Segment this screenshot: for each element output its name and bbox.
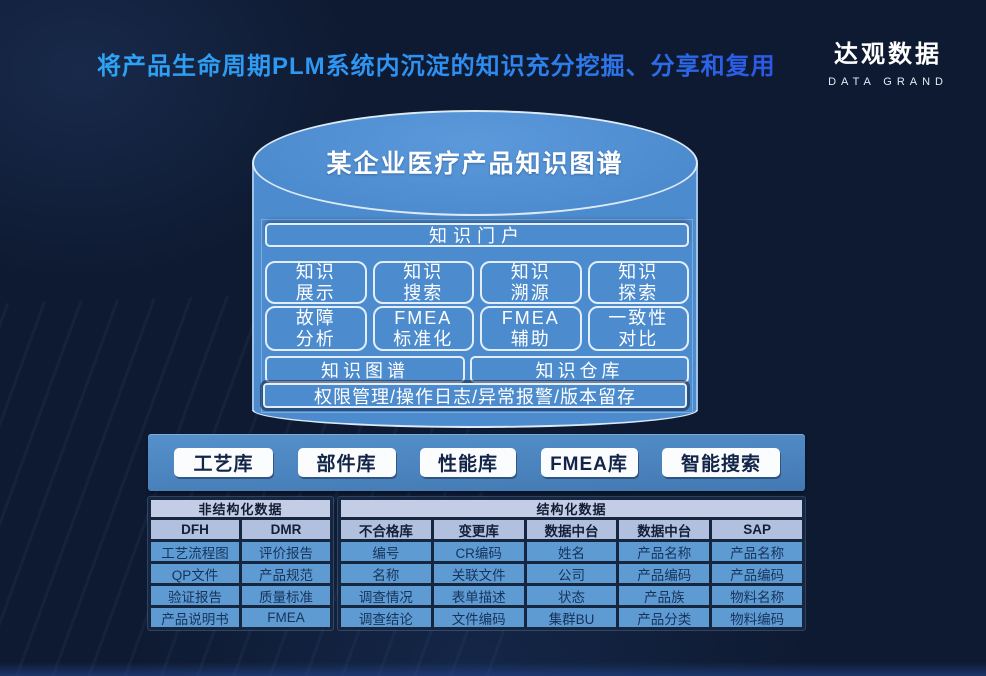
table-cell: 工艺流程图: [151, 542, 239, 561]
table-cell: QP文件: [151, 564, 239, 583]
library-button-smart-search: 智能搜索: [662, 448, 780, 477]
cylinder-title: 某企业医疗产品知识图谱: [326, 150, 624, 178]
column-header: 变更库: [433, 520, 524, 539]
table-cell: 产品说明书: [151, 608, 239, 627]
table-cell: 产品族: [619, 586, 710, 605]
table-cell: 姓名: [526, 542, 617, 561]
data-source-tables: 非结构化数据 DFH DMR 工艺流程图 评价报告 QP文件 产品规范 验证报告…: [148, 497, 805, 630]
table-cell: 产品名称: [619, 542, 710, 561]
table-cell: 产品名称: [712, 542, 802, 561]
column-header: DFH: [151, 520, 239, 539]
module-row-1: 知识 展示 知识 搜索 知识 溯源 知识 探索: [265, 261, 689, 304]
module-fmea-assist: FMEA 辅助: [480, 306, 582, 351]
cylinder-content: 知识门户 知识 展示 知识 搜索 知识 溯源 知识 探索 故障 分析 FMEA …: [252, 218, 698, 414]
library-button-craft: 工艺库: [174, 448, 273, 477]
module-knowledge-trace: 知识 溯源: [480, 261, 582, 304]
layer-knowledge-graph: 知识图谱: [265, 356, 465, 383]
admin-bar: 权限管理/操作日志/异常报警/版本留存: [263, 383, 687, 408]
table-cell: 表单描述: [433, 586, 524, 605]
layer-row: 知识图谱 知识仓库: [265, 356, 689, 383]
table-cell: 公司: [526, 564, 617, 583]
column-header: 数据中台: [619, 520, 710, 539]
table-cell: 产品规范: [242, 564, 330, 583]
cylinder-top-ellipse: 某企业医疗产品知识图谱: [252, 110, 698, 216]
module-fault-analysis: 故障 分析: [265, 306, 367, 351]
column-header: SAP: [712, 520, 802, 539]
column-header: 不合格库: [341, 520, 431, 539]
module-consistency-compare: 一致性 对比: [587, 306, 689, 351]
table-cell: FMEA: [242, 608, 330, 627]
table-cell: 评价报告: [242, 542, 330, 561]
library-button-performance: 性能库: [420, 448, 516, 477]
brand-logo: 达观数据 DATA GRAND: [828, 34, 948, 88]
portal-bar: 知识门户: [265, 223, 689, 247]
module-knowledge-display: 知识 展示: [265, 261, 367, 304]
table-cell: 物料名称: [712, 586, 802, 605]
table-cell: 编号: [341, 542, 431, 561]
table-cell: 质量标准: [242, 586, 330, 605]
table-cell: 集群BU: [526, 608, 617, 627]
table-cell: 状态: [526, 586, 617, 605]
module-knowledge-explore: 知识 探索: [587, 261, 689, 304]
knowledge-graph-cylinder: 某企业医疗产品知识图谱 知识门户 知识 展示 知识 搜索 知识 溯源 知识 探索…: [252, 110, 698, 432]
module-knowledge-search: 知识 搜索: [372, 261, 474, 304]
table-cell: 物料编码: [712, 608, 802, 627]
module-row-2: 故障 分析 FMEA 标准化 FMEA 辅助 一致性 对比: [265, 306, 689, 351]
table-cell: 产品分类: [619, 608, 710, 627]
structured-data-table: 结构化数据 不合格库 变更库 数据中台 数据中台 SAP 编号 CR编码 姓名 …: [338, 497, 805, 630]
layer-knowledge-warehouse: 知识仓库: [470, 356, 689, 383]
module-fmea-standardize: FMEA 标准化: [372, 306, 474, 351]
table-cell: 调查结论: [341, 608, 431, 627]
table-header-unstructured: 非结构化数据: [151, 500, 330, 517]
table-cell: 文件编码: [433, 608, 524, 627]
library-button-parts: 部件库: [297, 448, 396, 477]
column-header: 数据中台: [526, 520, 617, 539]
library-panel: 工艺库 部件库 性能库 FMEA库 智能搜索: [148, 434, 805, 491]
table-cell: 名称: [341, 564, 431, 583]
background-bottom-band: [0, 662, 986, 676]
brand-name: 达观数据: [834, 41, 943, 68]
module-group-outline: [261, 219, 693, 413]
unstructured-data-table: 非结构化数据 DFH DMR 工艺流程图 评价报告 QP文件 产品规范 验证报告…: [148, 497, 333, 630]
table-cell: 调查情况: [341, 586, 431, 605]
library-button-fmea: FMEA库: [540, 448, 638, 477]
table-cell: CR编码: [433, 542, 524, 561]
table-header-structured: 结构化数据: [341, 500, 802, 517]
table-cell: 产品编码: [712, 564, 802, 583]
page-title: 将产品生命周期PLM系统内沉淀的知识充分挖掘、分享和复用: [97, 46, 776, 81]
table-cell: 验证报告: [151, 586, 239, 605]
column-header: DMR: [242, 520, 330, 539]
brand-subtitle: DATA GRAND: [828, 76, 948, 88]
table-cell: 产品编码: [619, 564, 710, 583]
table-cell: 关联文件: [433, 564, 524, 583]
